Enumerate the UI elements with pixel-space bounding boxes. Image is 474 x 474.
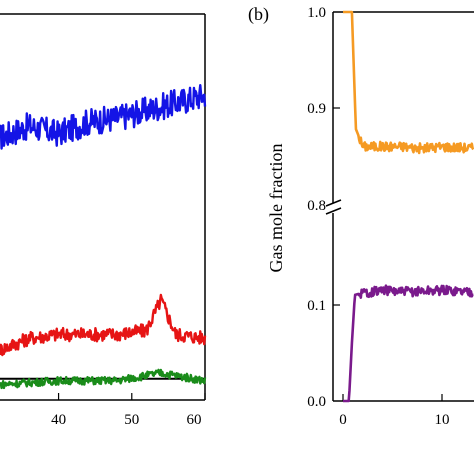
- y-tick-label-1.0: 1.0: [307, 5, 326, 21]
- y-tick-label-0.9: 0.9: [307, 101, 326, 117]
- panel-b-series-line-1: [342, 10, 474, 155]
- panel-a-series-line-4: [0, 368, 207, 390]
- panel-a: 40 50 60: [0, 13, 207, 428]
- panel-b-series: [342, 10, 474, 403]
- panel-a-x-ticks: 40 50 60: [51, 393, 206, 428]
- y-tick-label-0.8: 0.8: [307, 198, 326, 214]
- panel-a-x-tick-label-40: 40: [51, 412, 66, 428]
- panel-b-series-line-2: [342, 284, 474, 403]
- panel-a-series: [0, 83, 207, 390]
- panel-b-label: (b): [248, 4, 269, 25]
- panel-b: (b) Gas mole fraction 1.0 0.9 0.8 0.1 0.…: [248, 4, 474, 428]
- y-tick-label-0.1: 0.1: [307, 298, 326, 314]
- axis-break-mark-upper: [325, 199, 342, 207]
- panel-a-series-line-1: [0, 83, 207, 150]
- y-tick-label-0.0: 0.0: [307, 394, 326, 410]
- x-tick-label-10: 10: [435, 412, 450, 428]
- panel-a-x-tick-label-50: 50: [124, 412, 139, 428]
- axis-break-mark-lower: [325, 207, 342, 215]
- panel-a-x-tick-label-60: 60: [187, 412, 202, 428]
- x-tick-label-0: 0: [339, 412, 347, 428]
- panel-a-series-line-2: [0, 293, 207, 357]
- panel-b-y-axis-label: Gas mole fraction: [266, 144, 286, 273]
